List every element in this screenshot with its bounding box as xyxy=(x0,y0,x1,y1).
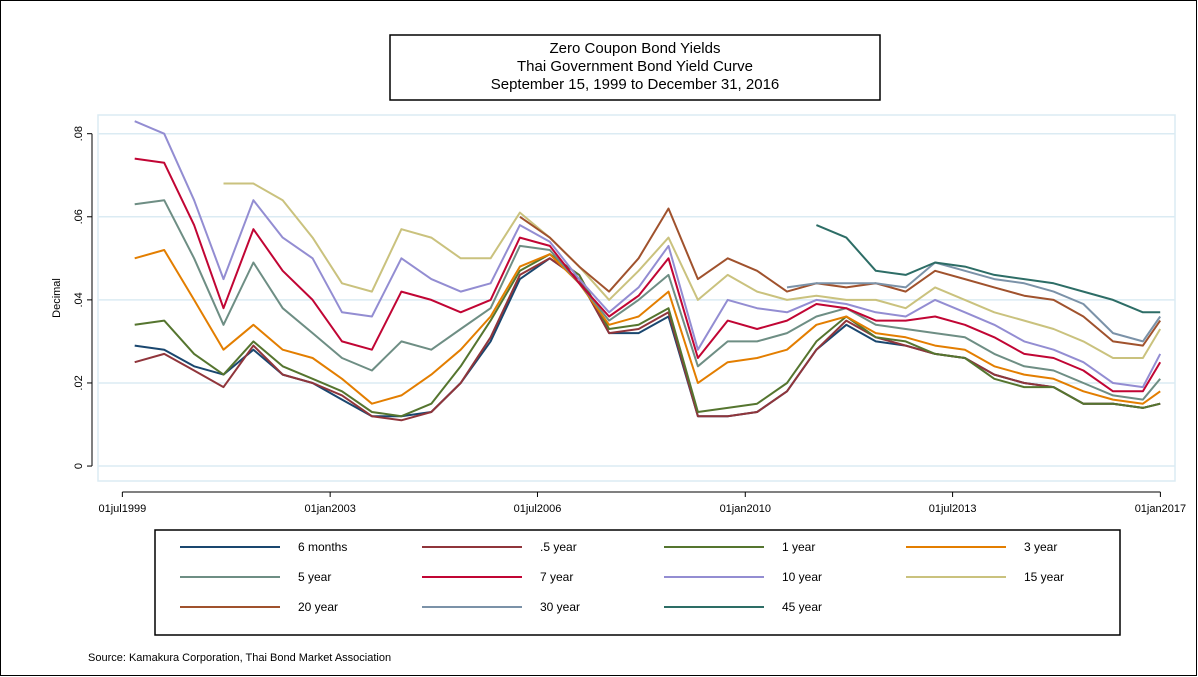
y-tick-label: .08 xyxy=(73,126,85,141)
legend-label: 30 year xyxy=(540,600,580,614)
legend-label: 1 year xyxy=(782,540,815,554)
series-line xyxy=(223,182,1162,359)
x-tick-label: 01jan2003 xyxy=(304,503,355,515)
legend-label: 10 year xyxy=(782,570,822,584)
legend-label: .5 year xyxy=(540,540,577,554)
series-line xyxy=(786,261,1162,343)
series-line xyxy=(134,157,1162,393)
title-box xyxy=(389,34,881,101)
x-tick-label: 01jul2013 xyxy=(929,503,977,515)
series-line xyxy=(134,249,1161,405)
chart-title: September 15, 1999 to December 31, 2016 xyxy=(491,76,780,93)
y-tick-label: .04 xyxy=(73,292,85,307)
legend-label: 15 year xyxy=(1024,570,1064,584)
legend-label: 6 months xyxy=(298,540,347,554)
y-tick-label: 0 xyxy=(73,463,85,469)
legend-label: 3 year xyxy=(1024,540,1057,554)
chart-title: Zero Coupon Bond Yields xyxy=(550,40,721,57)
chart-title: Thai Government Bond Yield Curve xyxy=(517,58,753,75)
legend-label: 45 year xyxy=(782,600,822,614)
series-line xyxy=(134,257,1161,422)
series-line xyxy=(134,253,1161,418)
series-line xyxy=(519,207,1162,347)
source-note: Source: Kamakura Corporation, Thai Bond … xyxy=(88,652,391,664)
series-line xyxy=(134,120,1162,389)
series-line xyxy=(816,224,1161,314)
legend-label: 7 year xyxy=(540,570,573,584)
y-tick-label: .06 xyxy=(73,209,85,224)
x-tick-label: 01jan2010 xyxy=(720,503,771,515)
legend-label: 5 year xyxy=(298,570,331,584)
y-tick-label: .02 xyxy=(73,375,85,390)
x-tick-label: 01jul2006 xyxy=(514,503,562,515)
x-tick-label: 01jul1999 xyxy=(98,503,146,515)
legend-label: 20 year xyxy=(298,600,338,614)
y-axis-label: Decimal xyxy=(51,278,63,318)
series-line xyxy=(134,199,1161,401)
x-tick-label: 01jan2017 xyxy=(1135,503,1186,515)
